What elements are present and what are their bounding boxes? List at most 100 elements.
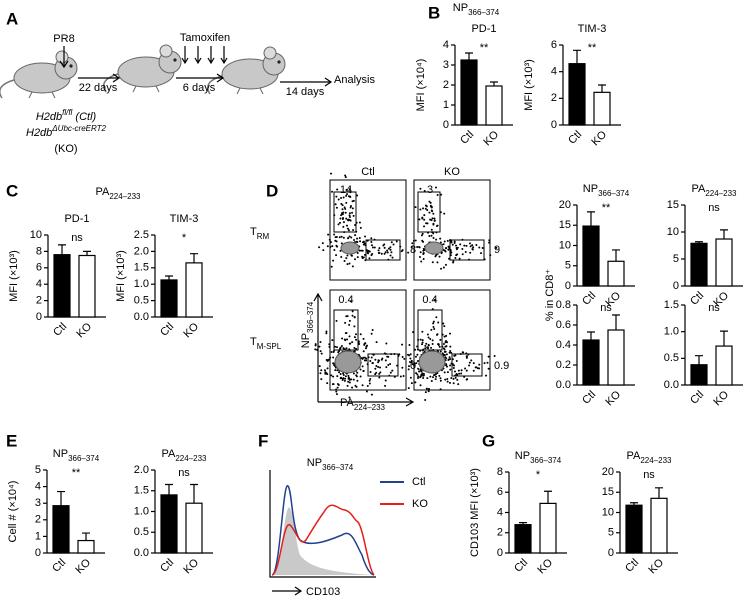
- flow-event: [345, 331, 348, 334]
- flow-event: [468, 361, 471, 364]
- flow-event: [419, 376, 422, 379]
- chart-title: TIM-3: [170, 213, 199, 225]
- gate-value: 14: [340, 184, 352, 196]
- flow-event: [335, 206, 338, 209]
- flow-event: [359, 368, 362, 371]
- significance: *: [536, 469, 541, 481]
- flow-event: [378, 247, 381, 250]
- flow-density: [334, 350, 362, 374]
- y-tick-label: 4: [497, 506, 503, 518]
- flow-event: [432, 212, 435, 215]
- flow-event: [412, 363, 415, 366]
- flow-event: [414, 206, 417, 209]
- y-tick-label: 2.0: [134, 464, 149, 476]
- flow-event: [361, 241, 364, 244]
- flow-event: [421, 341, 424, 344]
- flow-event: [365, 345, 368, 348]
- flow-event: [433, 299, 436, 302]
- genotype-label: H2dbΔUbc-creERT2: [26, 124, 107, 139]
- flow-event: [443, 325, 446, 328]
- gate: [449, 239, 485, 261]
- flow-event: [347, 229, 350, 232]
- flow-event: [447, 358, 450, 361]
- significance: **: [588, 42, 597, 54]
- flow-event: [416, 359, 419, 362]
- flow-event: [464, 251, 467, 254]
- flow-event: [435, 254, 438, 257]
- flow-event: [362, 256, 365, 259]
- x-tick-label: Ctl: [623, 557, 641, 575]
- group-title: PA224–233: [95, 186, 141, 201]
- flow-event: [361, 365, 364, 368]
- chart-title: PD-1: [64, 213, 89, 225]
- flow-event: [334, 345, 337, 348]
- flow-event: [410, 359, 413, 362]
- flow-event: [347, 237, 350, 240]
- x-tick-label: KO: [589, 128, 609, 148]
- flow-event: [346, 338, 349, 341]
- axis-label: CD103 MFI (×10³): [469, 468, 481, 557]
- flow-event: [419, 338, 422, 341]
- flow-event: [319, 350, 322, 353]
- flow-event: [342, 225, 345, 228]
- flow-event: [348, 215, 351, 218]
- flow-event: [439, 350, 442, 353]
- bar: [607, 329, 625, 386]
- y-tick-label: 2: [443, 79, 449, 91]
- flow-event: [370, 244, 373, 247]
- flow-event: [418, 218, 421, 221]
- flow-event: [435, 238, 438, 241]
- flow-event: [354, 234, 357, 237]
- flow-event: [386, 249, 389, 252]
- flow-event: [346, 193, 349, 196]
- flow-event: [463, 244, 466, 247]
- bar: [625, 504, 643, 554]
- flow-event: [344, 211, 347, 214]
- y-tick-label: 5: [35, 464, 41, 476]
- y-tick-label: 0: [608, 547, 614, 559]
- y-tick-label: 0.0: [664, 379, 679, 391]
- flow-axes: [313, 292, 415, 407]
- step-label: PR8: [53, 33, 74, 45]
- flow-event: [318, 246, 321, 249]
- flow-event: [363, 253, 366, 256]
- flow-density: [424, 241, 444, 255]
- flow-event: [439, 338, 442, 341]
- flow-event: [366, 250, 369, 253]
- y-tick-label: 0: [565, 280, 571, 292]
- y-tick-label: 8: [36, 245, 42, 257]
- flow-event: [421, 330, 424, 333]
- flow-event: [446, 380, 449, 383]
- flow-event: [340, 235, 343, 238]
- flow-event: [444, 263, 447, 266]
- flow-event: [361, 384, 364, 387]
- x-tick-label: KO: [481, 128, 501, 148]
- flow-event: [430, 209, 433, 212]
- flow-event: [471, 244, 474, 247]
- flow-event: [364, 235, 367, 238]
- flow-event: [449, 368, 452, 371]
- legend-label: KO: [412, 498, 428, 510]
- flow-event: [438, 255, 441, 258]
- flow-event: [384, 384, 387, 387]
- flow-event: [345, 188, 348, 191]
- flow-event: [422, 252, 425, 255]
- flow-event: [443, 240, 446, 243]
- y-tick-label: 1.5: [134, 485, 149, 497]
- error-bar: [598, 84, 606, 93]
- flow-event: [373, 246, 376, 249]
- flow-event: [380, 252, 383, 255]
- flow-event: [481, 247, 484, 250]
- error-bar: [165, 483, 173, 495]
- mouse-icon: [206, 46, 286, 95]
- flow-event: [375, 364, 378, 367]
- error-bar: [573, 49, 581, 64]
- flow-event: [336, 188, 339, 191]
- error-bar: [465, 52, 473, 60]
- flow-event: [472, 362, 475, 365]
- flow-event: [426, 209, 429, 212]
- flow-event: [465, 378, 468, 381]
- flow-event: [390, 251, 393, 254]
- y-tick-label: 0.0: [134, 547, 149, 559]
- column-label: Ctl: [361, 166, 374, 178]
